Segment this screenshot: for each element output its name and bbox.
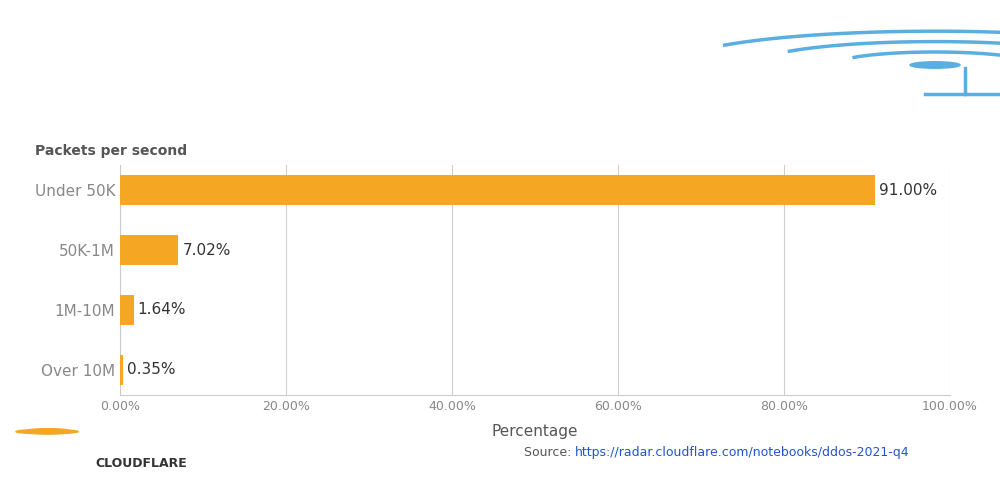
Text: 91.00%: 91.00% <box>879 183 938 198</box>
X-axis label: Percentage: Percentage <box>492 424 578 439</box>
Circle shape <box>40 431 70 434</box>
Text: 7.02%: 7.02% <box>182 242 231 258</box>
Text: https://radar.cloudflare.com/notebooks/ddos-2021-q4: https://radar.cloudflare.com/notebooks/d… <box>575 446 910 459</box>
Text: 1.64%: 1.64% <box>138 302 186 318</box>
Circle shape <box>27 428 69 432</box>
Bar <box>120 176 875 206</box>
Bar <box>120 235 178 265</box>
Circle shape <box>910 62 960 68</box>
Circle shape <box>26 431 56 434</box>
Text: Packets per second: Packets per second <box>35 144 187 158</box>
Bar <box>120 295 134 325</box>
Circle shape <box>35 432 61 434</box>
Circle shape <box>16 430 54 434</box>
Text: 0.35%: 0.35% <box>127 362 176 377</box>
Bar <box>120 354 123 384</box>
Text: Source:: Source: <box>524 446 575 459</box>
Text: CLOUDFLARE: CLOUDFLARE <box>95 458 187 470</box>
Text: Network-layer DDoS attacks: Distribution by packet rate: Network-layer DDoS attacks: Distribution… <box>30 53 829 77</box>
Circle shape <box>44 430 78 433</box>
